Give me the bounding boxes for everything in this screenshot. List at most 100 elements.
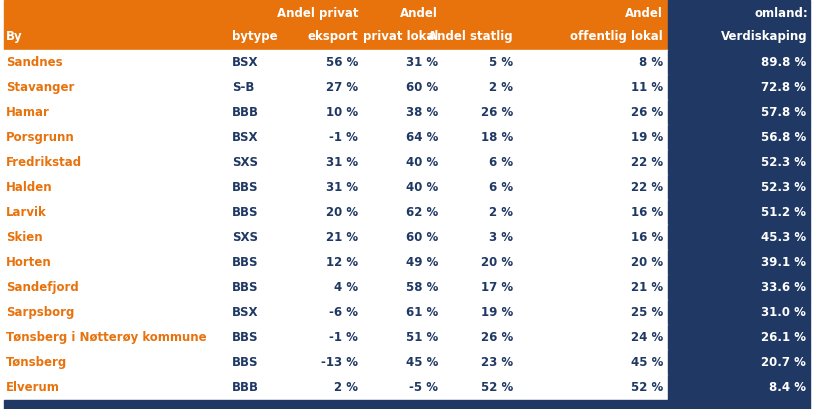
Text: Tønsberg i Nøtterøy kommune: Tønsberg i Nøtterøy kommune — [6, 331, 207, 344]
Text: 26 %: 26 % — [631, 106, 663, 119]
Text: 22 %: 22 % — [631, 181, 663, 194]
Text: -13 %: -13 % — [321, 356, 358, 369]
Text: Elverum: Elverum — [6, 381, 60, 394]
Text: 20 %: 20 % — [480, 256, 513, 269]
Bar — [668, 275, 810, 300]
Text: eksport: eksport — [307, 30, 358, 43]
Text: 26 %: 26 % — [480, 331, 513, 344]
Text: 20 %: 20 % — [631, 256, 663, 269]
Bar — [668, 350, 810, 375]
Text: offentlig lokal: offentlig lokal — [570, 30, 663, 43]
Bar — [4, 75, 668, 100]
Text: Fredrikstad: Fredrikstad — [6, 156, 82, 169]
Text: SXS: SXS — [232, 156, 258, 169]
Text: 6 %: 6 % — [489, 156, 513, 169]
Text: 56 %: 56 % — [326, 56, 358, 69]
Text: 39.1 %: 39.1 % — [761, 256, 806, 269]
Text: bytype: bytype — [232, 30, 277, 43]
Text: By: By — [6, 30, 23, 43]
Text: privat lokal: privat lokal — [363, 30, 438, 43]
Text: 31 %: 31 % — [326, 156, 358, 169]
Text: BBS: BBS — [232, 256, 259, 269]
Text: 58 %: 58 % — [406, 281, 438, 294]
Text: 20.7 %: 20.7 % — [761, 356, 806, 369]
Text: -1 %: -1 % — [329, 131, 358, 144]
Text: Porsgrunn: Porsgrunn — [6, 131, 75, 144]
Text: 18 %: 18 % — [480, 131, 513, 144]
Bar — [668, 325, 810, 350]
Text: 26 %: 26 % — [480, 106, 513, 119]
Bar — [4, 350, 668, 375]
Text: 2 %: 2 % — [489, 81, 513, 94]
Text: Halden: Halden — [6, 181, 53, 194]
Text: Tønsberg: Tønsberg — [6, 356, 67, 369]
Text: 16 %: 16 % — [631, 231, 663, 244]
Bar — [668, 200, 810, 225]
Text: 56.8 %: 56.8 % — [761, 131, 806, 144]
Text: Larvik: Larvik — [6, 206, 47, 219]
Text: 51 %: 51 % — [406, 331, 438, 344]
Text: Andel: Andel — [625, 7, 663, 20]
Text: 33.6 %: 33.6 % — [761, 281, 806, 294]
Bar — [668, 225, 810, 250]
Text: Stavanger: Stavanger — [6, 81, 74, 94]
Text: -6 %: -6 % — [329, 306, 358, 319]
Text: 38 %: 38 % — [406, 106, 438, 119]
Text: 45 %: 45 % — [631, 356, 663, 369]
Text: 4 %: 4 % — [334, 281, 358, 294]
Text: 5 %: 5 % — [489, 56, 513, 69]
Text: 72.8 %: 72.8 % — [761, 81, 806, 94]
Text: 19 %: 19 % — [631, 131, 663, 144]
Text: BSX: BSX — [232, 56, 259, 69]
Text: -5 %: -5 % — [409, 381, 438, 394]
Text: 52 %: 52 % — [631, 381, 663, 394]
Text: 3 %: 3 % — [489, 231, 513, 244]
Text: 20 %: 20 % — [326, 206, 358, 219]
Bar — [4, 275, 668, 300]
Bar — [668, 250, 810, 275]
Text: 89.8 %: 89.8 % — [761, 56, 806, 69]
Text: 51.2 %: 51.2 % — [761, 206, 806, 219]
Text: BBS: BBS — [232, 356, 259, 369]
Text: 31.0 %: 31.0 % — [761, 306, 806, 319]
Text: 6 %: 6 % — [489, 181, 513, 194]
Bar — [668, 50, 810, 75]
Text: S-B: S-B — [232, 81, 254, 94]
Bar — [668, 75, 810, 100]
Text: 60 %: 60 % — [406, 81, 438, 94]
Text: 16 %: 16 % — [631, 206, 663, 219]
Text: BBS: BBS — [232, 206, 259, 219]
Text: 26.1 %: 26.1 % — [761, 331, 806, 344]
Text: 8 %: 8 % — [639, 56, 663, 69]
Text: BSX: BSX — [232, 306, 259, 319]
Text: Horten: Horten — [6, 256, 52, 269]
Bar — [4, 200, 668, 225]
Text: 27 %: 27 % — [326, 81, 358, 94]
Text: BSX: BSX — [232, 131, 259, 144]
Bar — [4, 100, 668, 125]
Text: 2 %: 2 % — [489, 206, 513, 219]
Text: BBS: BBS — [232, 181, 259, 194]
Text: 21 %: 21 % — [326, 231, 358, 244]
Text: Andel privat: Andel privat — [276, 7, 358, 20]
Bar — [4, 300, 668, 325]
Bar — [4, 325, 668, 350]
Text: 45 %: 45 % — [406, 356, 438, 369]
Text: 21 %: 21 % — [631, 281, 663, 294]
Text: 25 %: 25 % — [631, 306, 663, 319]
Text: Skien: Skien — [6, 231, 42, 244]
Text: 52.3 %: 52.3 % — [761, 181, 806, 194]
Text: BBB: BBB — [232, 106, 259, 119]
Bar — [4, 250, 668, 275]
Text: Andel statlig: Andel statlig — [428, 30, 513, 43]
Text: 31 %: 31 % — [406, 56, 438, 69]
Text: Andel: Andel — [400, 7, 438, 20]
Text: 31 %: 31 % — [326, 181, 358, 194]
Bar — [668, 375, 810, 400]
Bar — [4, 225, 668, 250]
Text: 10 %: 10 % — [326, 106, 358, 119]
Text: 17 %: 17 % — [480, 281, 513, 294]
Text: 40 %: 40 % — [406, 181, 438, 194]
Text: 22 %: 22 % — [631, 156, 663, 169]
Text: 60 %: 60 % — [406, 231, 438, 244]
